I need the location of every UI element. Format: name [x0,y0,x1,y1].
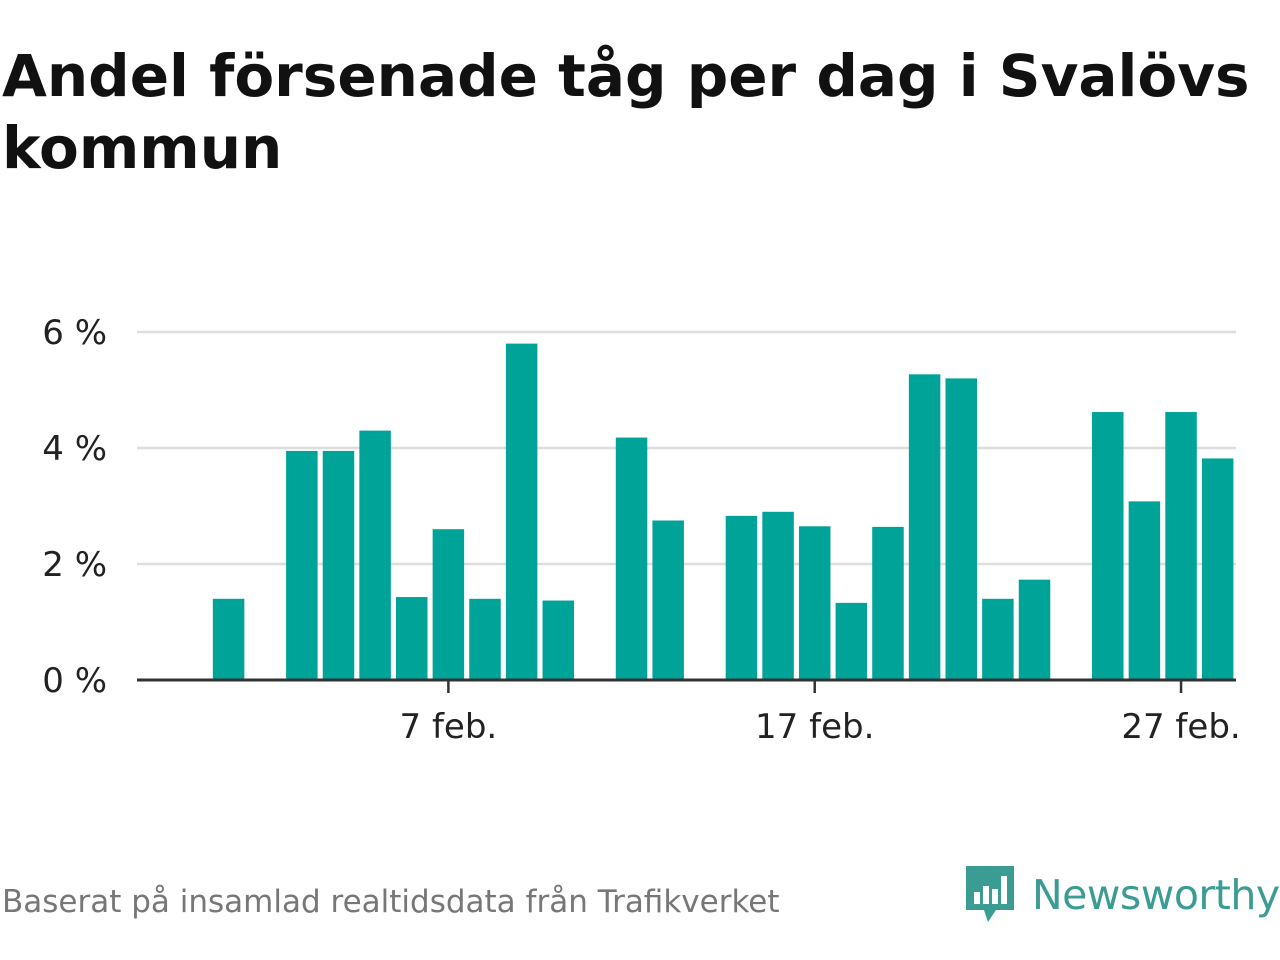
bar [212,598,245,680]
bar [908,374,941,680]
bars [212,343,1234,680]
y-axis-labels: 0 % 2 % 4 % 6 % [42,313,107,701]
bar [725,515,758,680]
y-tick-label: 4 % [42,429,107,469]
bar [505,343,538,680]
bar-chart-speech-icon [966,866,1014,922]
bar [945,378,977,680]
bar [872,526,904,680]
bar [762,511,794,680]
bar [835,602,868,680]
x-tick-label: 7 feb. [400,707,498,747]
bar [1201,458,1234,680]
source-note: Baserat på insamlad realtidsdata från Tr… [2,884,780,920]
brand-name: Newsworthy [1032,871,1280,919]
bar [542,600,575,680]
bar [286,450,318,680]
x-axis-labels: 7 feb. 17 feb. 27 feb. [400,707,1241,747]
bar [432,529,465,680]
x-axis [137,678,1236,693]
bar [1018,579,1051,680]
y-tick-label: 6 % [42,313,107,353]
bar [359,430,391,680]
bar [469,598,501,680]
bar [652,520,684,680]
bar [1165,412,1197,680]
newsworthy-logo: Newsworthy [962,862,1280,928]
bar [396,597,428,680]
chart-title: Andel försenade tåg per dag i Svalövs ko… [2,42,1250,182]
bar [615,437,648,680]
y-tick-label: 0 % [42,661,107,701]
x-tick-label: 27 feb. [1121,707,1240,747]
x-tick-label: 17 feb. [755,707,874,747]
bar [1092,412,1124,680]
gridlines [137,330,1236,566]
bar [322,450,355,680]
bar [1128,501,1161,680]
y-tick-label: 2 % [42,545,107,585]
bar [798,526,831,680]
bar [982,598,1014,680]
